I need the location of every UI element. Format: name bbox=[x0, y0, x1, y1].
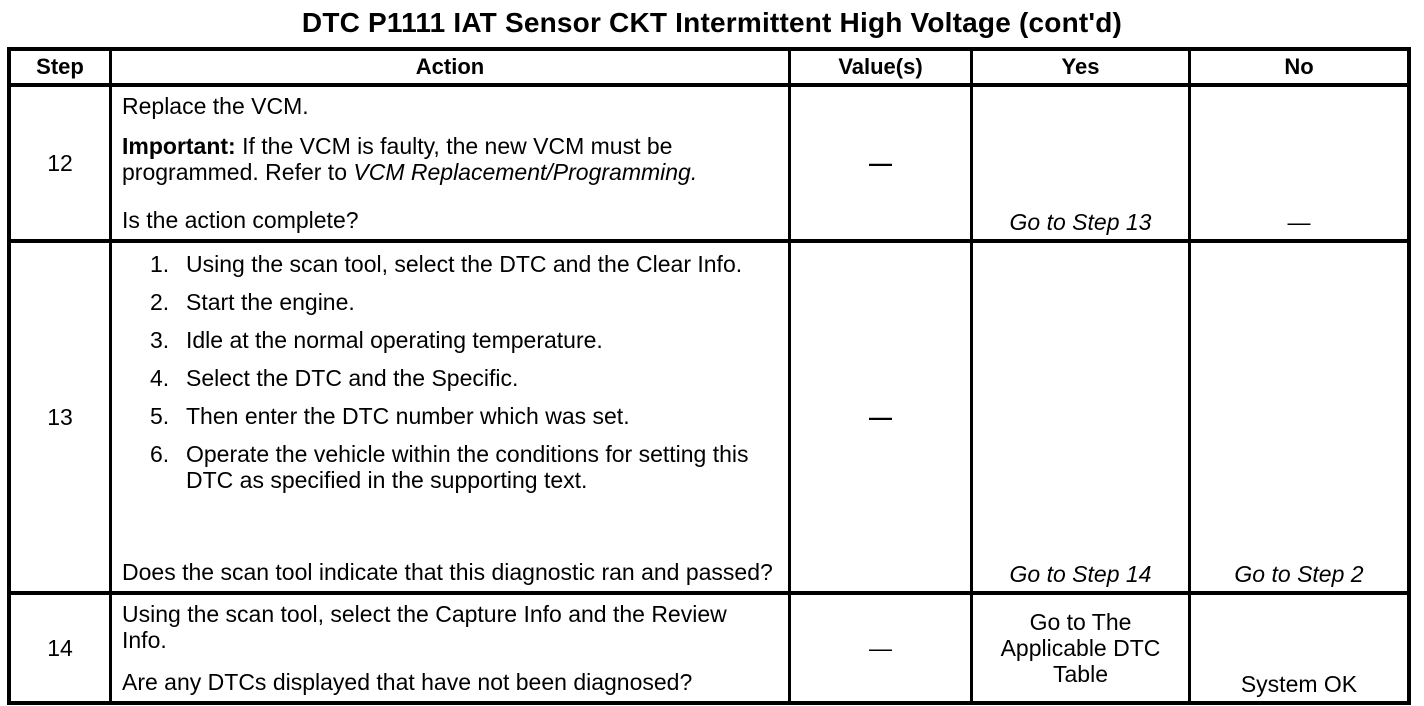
step-number: 14 bbox=[11, 595, 112, 701]
action-cell-step-12: Replace the VCM. Important: If the VCM i… bbox=[112, 87, 791, 243]
no-cell-step-13: Go to Step 2 bbox=[1191, 243, 1407, 595]
list-item-number: 2. bbox=[150, 289, 170, 315]
value-cell-step-14: — bbox=[791, 595, 973, 701]
page-title: DTC P1111 IAT Sensor CKT Intermittent Hi… bbox=[301, 7, 1123, 38]
column-header-no: No bbox=[1191, 51, 1407, 87]
step-number: 13 bbox=[11, 243, 112, 595]
important-reference: VCM Replacement/Programming. bbox=[353, 159, 698, 185]
value-dash: — bbox=[869, 150, 892, 176]
dtc-diagnostic-table: Step Action Value(s) Yes No 12 Replace t… bbox=[7, 47, 1411, 705]
list-item-text: Select the DTC and the Specific. bbox=[186, 365, 519, 391]
yes-cell-step-14: Go to The Applicable DTC Table bbox=[973, 595, 1191, 701]
action-question: Does the scan tool indicate that this di… bbox=[122, 559, 773, 585]
column-header-action: Action bbox=[112, 51, 791, 87]
value-cell-step-12: — bbox=[791, 87, 973, 243]
list-item-number: 3. bbox=[150, 327, 170, 353]
no-cell-step-12: — bbox=[1191, 87, 1407, 243]
list-item-number: 1. bbox=[150, 251, 170, 277]
yes-cell-step-13: Go to Step 14 bbox=[973, 243, 1191, 595]
list-item: 1. Using the scan tool, select the DTC an… bbox=[150, 251, 778, 277]
column-header-values: Value(s) bbox=[791, 51, 973, 87]
step-number: 12 bbox=[11, 87, 112, 243]
list-item-text: Using the scan tool, select the DTC and … bbox=[186, 251, 743, 277]
list-item-number: 4. bbox=[150, 365, 170, 391]
list-item-text: Operate the vehicle within the condition… bbox=[186, 441, 749, 493]
value-dash: — bbox=[869, 404, 892, 430]
list-item-text: Idle at the normal operating temperature… bbox=[186, 327, 603, 353]
action-question: Are any DTCs displayed that have not bee… bbox=[122, 669, 693, 695]
list-item: 5. Then enter the DTC number which was se… bbox=[150, 403, 778, 429]
yes-goto-text: Go to Step 13 bbox=[1009, 209, 1152, 235]
action-cell-step-13: 1. Using the scan tool, select the DTC an… bbox=[112, 243, 791, 595]
action-numbered-list: 1. Using the scan tool, select the DTC an… bbox=[122, 249, 778, 493]
action-cell-step-14: Using the scan tool, select the Capture … bbox=[112, 595, 791, 701]
action-text: Replace the VCM. bbox=[122, 93, 309, 119]
action-text: Using the scan tool, select the Capture … bbox=[122, 601, 727, 653]
list-item: 3. Idle at the normal operating temperatu… bbox=[150, 327, 778, 353]
no-dash: — bbox=[1287, 209, 1311, 235]
action-important-note: Important: If the VCM is faulty, the new… bbox=[122, 133, 747, 185]
column-header-step: Step bbox=[11, 51, 112, 87]
no-goto-text: Go to Step 2 bbox=[1234, 561, 1364, 587]
column-header-yes: Yes bbox=[973, 51, 1191, 87]
list-item: 6. Operate the vehicle within the conditi… bbox=[150, 441, 778, 493]
list-item-number: 5. bbox=[150, 403, 170, 429]
yes-cell-step-12: Go to Step 13 bbox=[973, 87, 1191, 243]
list-item-text: Start the engine. bbox=[186, 289, 355, 315]
action-question: Is the action complete? bbox=[122, 207, 359, 233]
yes-goto-text: Go to The Applicable DTC Table bbox=[1000, 609, 1161, 687]
important-label: Important: bbox=[122, 133, 236, 159]
list-item-number: 6. bbox=[150, 441, 170, 467]
no-result-text: System OK bbox=[1240, 671, 1358, 697]
value-dash: — bbox=[869, 635, 892, 661]
list-item-text: Then enter the DTC number which was set. bbox=[186, 403, 630, 429]
list-item: 4. Select the DTC and the Specific. bbox=[150, 365, 778, 391]
important-text: If the VCM is faulty, the new VCM must b… bbox=[122, 133, 673, 185]
no-cell-step-14: System OK bbox=[1191, 595, 1407, 701]
yes-goto-text: Go to Step 14 bbox=[1009, 561, 1152, 587]
list-item: 2. Start the engine. bbox=[150, 289, 778, 315]
value-cell-step-13: — bbox=[791, 243, 973, 595]
